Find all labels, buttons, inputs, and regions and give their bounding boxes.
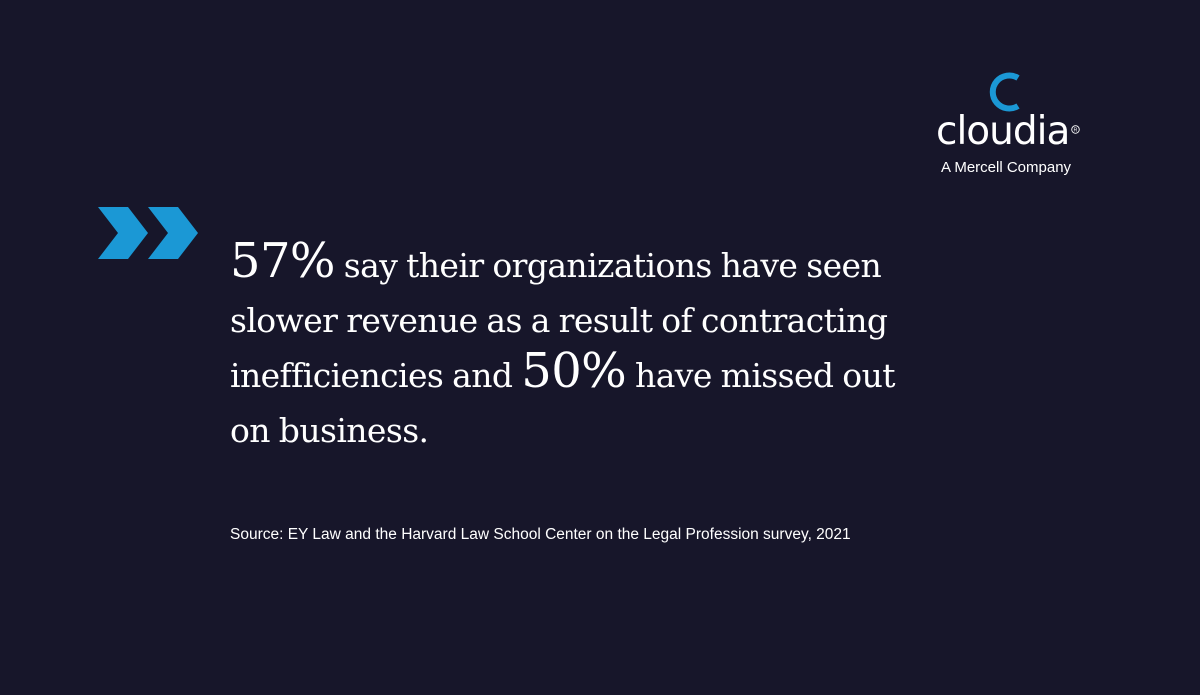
registered-trademark-icon: R (1071, 125, 1080, 134)
chevron-right (148, 207, 198, 259)
c-arc-icon (989, 72, 1020, 112)
cloudia-logo: cloudia R A Mercell Company (930, 64, 1090, 184)
quote-part-1: say their organizations have seen slower… (230, 246, 888, 395)
logo-wordmark: cloudia (936, 109, 1070, 154)
c-arc-shape (989, 72, 1020, 112)
source-citation: Source: EY Law and the Harvard Law Schoo… (230, 526, 851, 543)
chevron-left (98, 207, 148, 259)
quote-part-2: have missed out on business. (230, 356, 896, 450)
stat-57-percent: 57% (230, 233, 335, 289)
stat-50-percent: 50% (521, 343, 627, 399)
quote-text: 57% say their organizations have seen sl… (230, 237, 930, 458)
registered-letter: R (1074, 127, 1078, 133)
logo-tagline: A Mercell Company (941, 159, 1072, 176)
registered-circle (1071, 125, 1080, 134)
double-chevron-icon (98, 207, 198, 259)
